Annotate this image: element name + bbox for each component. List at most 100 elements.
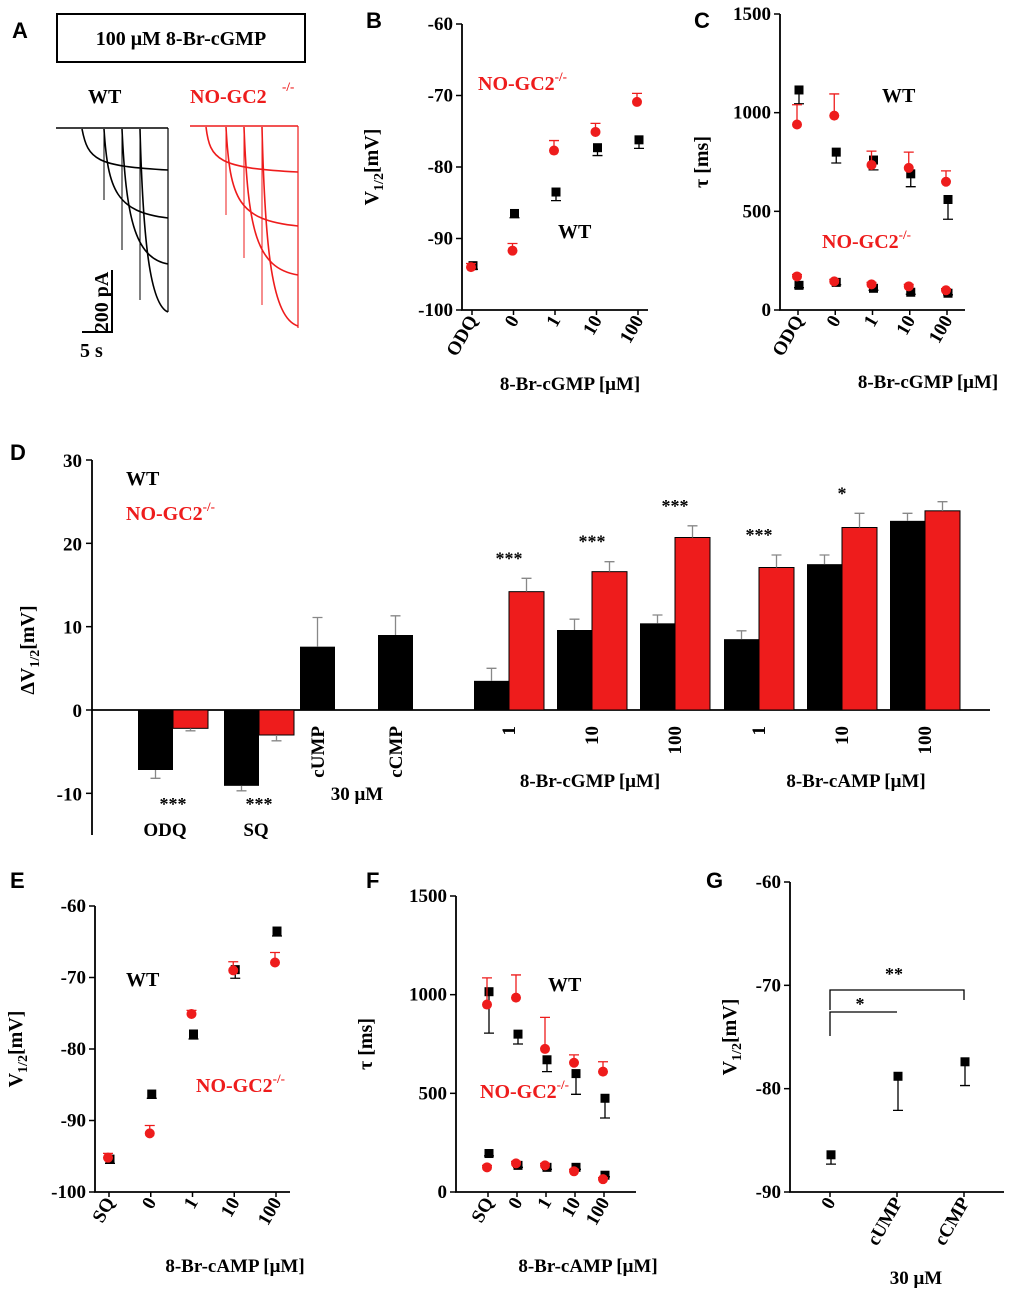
legend-ko: NO-GC2-/-: [126, 499, 215, 525]
wt-bar: [300, 646, 335, 710]
y-axis-label: ΔV1/2[mV]: [17, 605, 43, 694]
x-tick-label: 0: [817, 1194, 840, 1213]
ko-bar: [258, 709, 295, 736]
wt-point: [189, 1029, 198, 1039]
ko-bar: [508, 591, 545, 711]
y-axis-label: V1/2[mV]: [5, 1011, 31, 1088]
x-tick-label: 0: [504, 1194, 527, 1213]
wt-point: [943, 194, 953, 204]
y-tick-label: -10: [57, 784, 82, 805]
x-tick-label: 100: [925, 312, 957, 347]
ko-point: [941, 176, 951, 187]
y-axis-label: V1/2[mV]: [361, 129, 387, 206]
y-axis-label: τ [ms]: [691, 136, 713, 188]
ko-point: [590, 126, 601, 137]
ko-point: [903, 281, 914, 292]
x-tick-label: 1: [542, 312, 565, 331]
wt-point: [893, 1071, 903, 1081]
ko-bar: [674, 537, 711, 711]
error-bar: [185, 728, 196, 732]
x-axis-label: 30 μM: [890, 1268, 943, 1289]
x-axis-label: 8-Br-cAMP [μM]: [165, 1256, 304, 1277]
ko-point: [598, 1174, 608, 1185]
y-tick-label: 10: [63, 618, 82, 639]
ko-annotation: NO-GC2-/-: [480, 1077, 569, 1103]
x-axis-label: 8-Br-cAMP [μM]: [518, 1256, 657, 1277]
wt-point: [906, 169, 916, 179]
wt-bar: [807, 564, 842, 710]
ko-trace-3: [225, 126, 299, 227]
error-bar: [937, 501, 948, 511]
y-tick-label: 500: [743, 201, 772, 222]
x-tick-label: cCMP: [386, 726, 407, 778]
x-tick-label: 1: [749, 726, 770, 736]
y-tick-label: -100: [418, 300, 453, 321]
y-tick-label: -60: [428, 14, 453, 35]
y-tick-label: -70: [428, 86, 453, 107]
wt-point: [551, 187, 561, 197]
wt-point: [484, 1149, 494, 1159]
y-tick-label: -90: [428, 229, 453, 250]
sig-label: ***: [579, 532, 606, 552]
y-tick-label: -80: [61, 1039, 86, 1060]
y-tick-label: 0: [438, 1182, 448, 1203]
sig-label: ***: [662, 496, 689, 516]
wt-annotation: WT: [126, 969, 160, 991]
y-tick-label: -100: [51, 1182, 86, 1203]
x-tick-label: cCMP: [930, 1194, 974, 1250]
ko-point: [941, 285, 951, 296]
wt-point: [831, 147, 841, 157]
error-bar: [540, 1016, 550, 1049]
error-bar: [771, 554, 782, 568]
error-bar: [312, 616, 323, 647]
ko-point: [103, 1152, 113, 1163]
axes: [455, 896, 636, 1193]
y-tick-label: 0: [73, 701, 83, 722]
x-tick-label: 1: [860, 312, 883, 331]
wt-point: [510, 208, 519, 218]
ko-point: [866, 159, 877, 170]
wt-annotation: WT: [558, 221, 592, 243]
ko-point: [540, 1160, 550, 1171]
group-label: 8-Br-cAMP [μM]: [786, 771, 925, 792]
x-tick-label: cUMP: [863, 1194, 907, 1250]
ko-point: [569, 1166, 579, 1177]
ko-annotation: NO-GC2-/-: [822, 227, 911, 253]
ko-trace-2: [205, 126, 299, 173]
sig-label: ***: [246, 794, 273, 814]
sig-bracket: [829, 1011, 897, 1036]
wt-trace-5: [139, 128, 169, 313]
scale-bar-y-label: 200 pA: [91, 271, 113, 332]
ko-bar: [591, 571, 628, 711]
ko-point: [792, 271, 802, 282]
wt-annotation: WT: [882, 85, 916, 107]
panel-letter-e: E: [10, 868, 25, 893]
error-bar: [819, 554, 830, 565]
group-label: 8-Br-cGMP [μM]: [520, 771, 660, 792]
x-tick-label: 10: [832, 726, 853, 745]
error-bar: [236, 785, 247, 792]
y-tick-label: 30: [63, 451, 82, 472]
ko-point: [511, 992, 521, 1003]
ko-point: [482, 999, 492, 1010]
wt-point: [906, 287, 916, 297]
y-tick-label: 1500: [733, 4, 771, 25]
wt-annotation: WT: [548, 974, 582, 996]
error-bar: [271, 735, 282, 742]
scale-bar: [82, 270, 113, 333]
ko-point: [598, 1066, 608, 1077]
panel-letter-g: G: [706, 868, 723, 893]
y-tick-label: -90: [61, 1111, 86, 1132]
ko-point: [144, 1128, 155, 1139]
condition-box: [56, 13, 306, 63]
ko-point: [507, 245, 518, 256]
y-tick-label: -60: [756, 872, 781, 893]
error-bar: [687, 525, 698, 538]
x-tick-label: 100: [582, 1194, 614, 1229]
x-tick-label: 1: [533, 1194, 556, 1213]
x-tick-label: 10: [582, 726, 603, 745]
panel-letter-f: F: [366, 868, 379, 893]
x-tick-label: ODQ: [769, 312, 809, 360]
